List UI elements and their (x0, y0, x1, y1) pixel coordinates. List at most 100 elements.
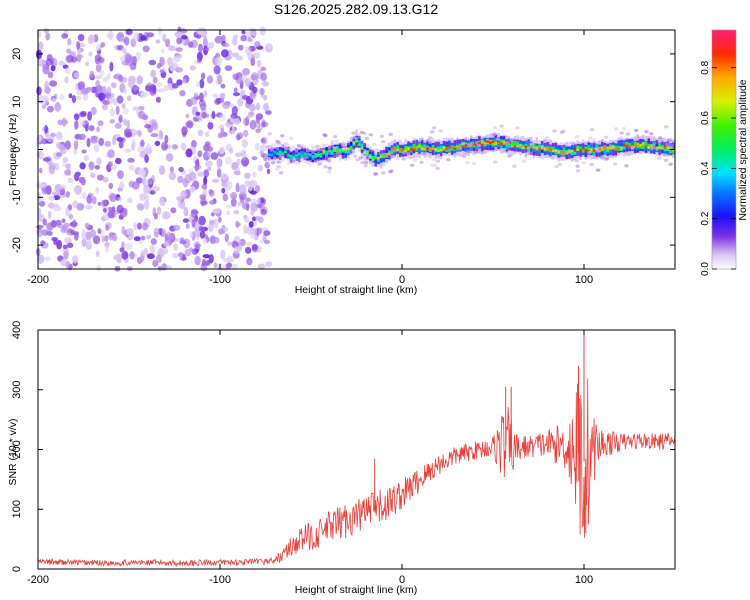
noise-blob (197, 27, 204, 36)
noise-blob (115, 253, 122, 263)
noise-blob (204, 131, 210, 137)
noise-blob (85, 231, 92, 241)
signal-halo (560, 153, 565, 158)
signal-segment (527, 141, 530, 150)
signal-halo (528, 151, 533, 155)
signal-halo (656, 156, 661, 160)
noise-blob (208, 189, 213, 195)
signal-halo (418, 137, 423, 142)
noise-blob (116, 95, 124, 104)
signal-halo (588, 136, 593, 140)
noise-blob (246, 257, 253, 266)
signal-segment (672, 149, 675, 152)
colorbar-label: Normalized spectral amplitude (737, 79, 749, 220)
noise-blob (218, 228, 224, 235)
noise-blob (243, 224, 248, 235)
signal-halo (554, 165, 559, 169)
noise-blob (105, 224, 110, 231)
signal-segment (292, 156, 296, 159)
noise-blob (156, 62, 162, 69)
noise-blob (142, 185, 151, 195)
noise-blob (84, 61, 90, 66)
noise-blob (163, 241, 170, 247)
noise-blob (233, 87, 238, 93)
noise-blob (107, 149, 115, 159)
noise-blob (158, 165, 166, 176)
noise-blob (182, 178, 189, 188)
signal-segment (510, 145, 514, 148)
noise-blob (208, 222, 214, 233)
noise-blob (61, 33, 69, 39)
noise-blob (220, 172, 228, 181)
noise-blob (208, 200, 216, 205)
signal-segment (647, 146, 650, 149)
noise-blob (150, 238, 157, 245)
signal-halo (278, 171, 284, 175)
noise-blob (199, 78, 205, 89)
signal-halo (507, 154, 512, 158)
noise-blob (66, 48, 72, 54)
signal-segment (295, 154, 298, 157)
noise-blob (244, 246, 252, 254)
noise-blob (168, 172, 177, 181)
noise-blob (157, 266, 163, 271)
noise-blob (225, 204, 233, 209)
noise-blob (217, 168, 222, 178)
snr-x-ticks: -200 -100 0 100 (27, 330, 593, 586)
signal-segment (281, 152, 285, 155)
noise-blob (86, 195, 93, 204)
snr-x-tick-label: -100 (209, 574, 231, 586)
noise-blob (150, 133, 158, 138)
noise-blob (219, 114, 226, 121)
signal-segment (366, 150, 369, 153)
noise-blob (235, 237, 241, 243)
noise-blob (181, 35, 188, 40)
snr-y-axis-label: SNR (10 * v/v) (7, 418, 19, 485)
signal-segment (298, 152, 301, 155)
noise-blob (68, 93, 73, 99)
noise-blob (265, 110, 272, 115)
noise-blob (253, 51, 261, 59)
spectrogram-x-tick-label: -200 (27, 274, 49, 286)
signal-halo (304, 155, 309, 159)
noise-blob (182, 218, 190, 223)
signal-halo (596, 168, 601, 172)
noise-blob (72, 255, 79, 264)
signal-segment (437, 149, 440, 153)
signal-halo (276, 141, 281, 145)
noise-blob (89, 70, 95, 79)
signal-halo (323, 165, 328, 169)
noise-blob (242, 129, 249, 138)
noise-blob (234, 152, 243, 157)
noise-blob (179, 192, 186, 197)
signal-segment (557, 150, 560, 154)
signal-halo (581, 161, 587, 165)
signal-segment (456, 145, 459, 148)
noise-blob (235, 182, 240, 193)
spectrogram-x-axis-label: Height of straight line (km) (295, 284, 418, 296)
noise-blob (78, 133, 86, 140)
signal-halo (591, 137, 597, 142)
noise-blob (123, 118, 128, 126)
noise-blob (86, 137, 91, 148)
snr-x-tick-label: -200 (27, 574, 49, 586)
signal-segment (270, 153, 274, 157)
noise-blob (90, 229, 96, 238)
noise-blob (120, 55, 126, 62)
noise-blob (210, 152, 219, 160)
noise-blob (200, 102, 207, 111)
noise-blob (195, 81, 201, 88)
noise-blob (219, 146, 225, 155)
noise-blob (176, 37, 183, 45)
signal-segment (576, 148, 579, 151)
noise-blob (237, 44, 244, 51)
noise-blob (62, 159, 67, 168)
noise-blob (112, 234, 118, 242)
signal-halo (491, 132, 497, 137)
colorbar-tick-label: 0.4 (700, 161, 711, 175)
noise-blob (184, 248, 192, 257)
noise-blob (76, 41, 81, 50)
noise-blob (201, 111, 207, 119)
noise-blob (66, 55, 74, 63)
noise-blob (84, 123, 89, 132)
